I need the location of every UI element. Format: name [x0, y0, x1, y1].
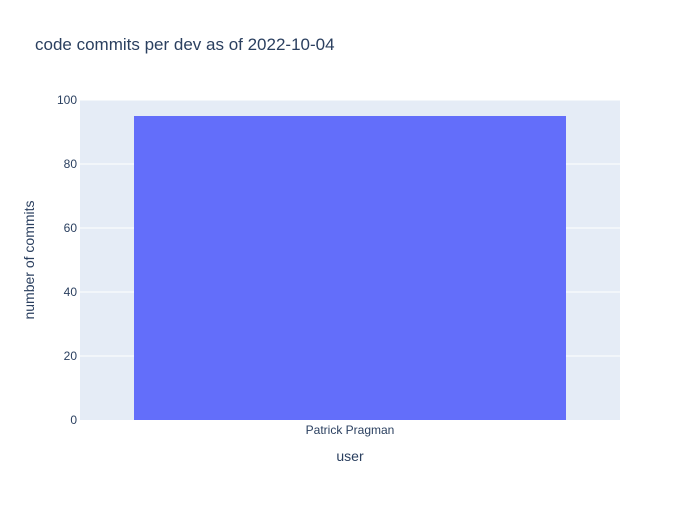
bar: [134, 116, 566, 420]
x-axis-label: user: [336, 448, 364, 464]
y-axis-ticks: 0 20 40 60 80 100: [57, 93, 77, 427]
chart-title: code commits per dev as of 2022-10-04: [35, 35, 335, 54]
x-axis-ticks: Patrick Pragman: [306, 423, 395, 437]
x-tick-label: Patrick Pragman: [306, 423, 395, 437]
y-tick-label: 60: [64, 221, 78, 235]
bars: [134, 116, 566, 420]
y-tick-label: 0: [70, 413, 77, 427]
y-tick-label: 20: [64, 349, 78, 363]
y-axis-label: number of commits: [21, 200, 37, 319]
y-tick-label: 80: [64, 157, 78, 171]
y-tick-label: 40: [64, 285, 78, 299]
y-tick-label: 100: [57, 93, 77, 107]
